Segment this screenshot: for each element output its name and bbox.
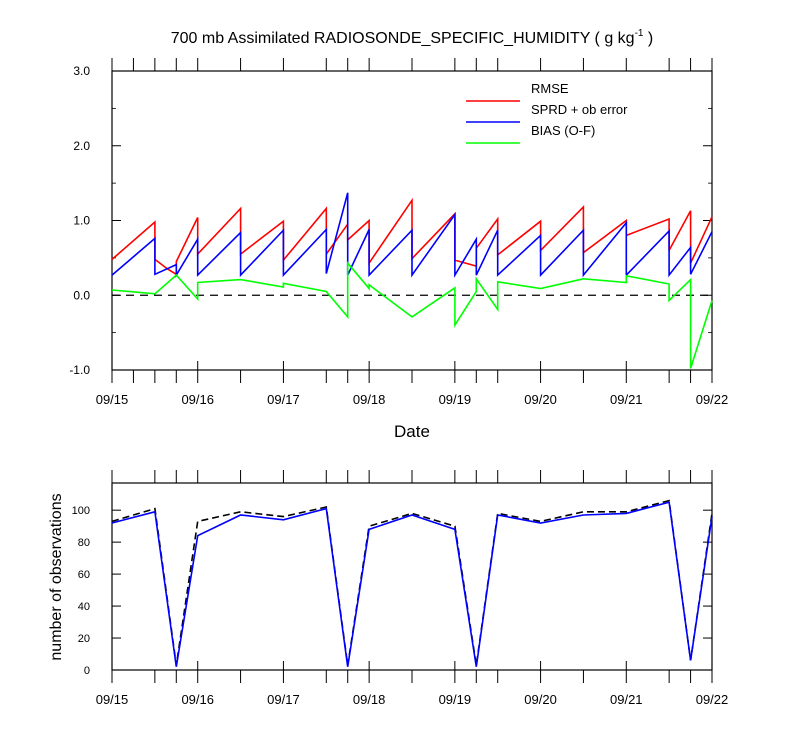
series-line-rmse xyxy=(111,197,713,276)
legend-label: BIAS (O-F) xyxy=(531,123,595,138)
y-tick-label: 0.0 xyxy=(73,288,90,302)
x-tick-label: 09/17 xyxy=(267,392,300,407)
chart-title-superscript: -1 xyxy=(635,28,644,39)
x-tick-label: 09/21 xyxy=(610,392,643,407)
upper-panel: -1.0 0.0 1.0 2.0 3.0 09/15 09/16 09/17 09/18 09/1… xyxy=(69,58,728,407)
series-line-bias-o-f xyxy=(111,260,713,369)
y-tick-label: 100 xyxy=(72,505,90,517)
y-tick-label: 3.0 xyxy=(73,64,90,78)
x-tick-label: 09/15 xyxy=(96,692,129,707)
x-tick-label: 09/22 xyxy=(696,692,729,707)
series-line-total-observations xyxy=(111,499,713,666)
y-tick-label: 40 xyxy=(78,601,90,613)
x-tick-label: 09/19 xyxy=(439,392,472,407)
x-tick-label: 09/21 xyxy=(610,692,643,707)
series-line-assimilated-observations xyxy=(111,501,713,667)
x-tick-label: 09/20 xyxy=(524,392,557,407)
chart-title-main: 700 mb Assimilated RADIOSONDE_SPECIFIC_H… xyxy=(171,30,635,47)
x-tick-label: 09/20 xyxy=(524,692,557,707)
x-tick-label: 09/17 xyxy=(267,692,300,707)
chart-title-tail: ) xyxy=(643,30,653,47)
y-tick-label: -1.0 xyxy=(69,363,90,377)
y-tick-label: 0 xyxy=(84,665,90,677)
y-tick-label: 80 xyxy=(78,537,90,549)
y-tick-label: 2.0 xyxy=(73,139,90,153)
y-tick-label: 20 xyxy=(78,633,90,645)
x-tick-label: 09/16 xyxy=(181,692,214,707)
legend-label: RMSE xyxy=(531,81,569,96)
x-tick-label: 09/15 xyxy=(96,392,129,407)
y-tick-label: 1.0 xyxy=(73,214,90,228)
legend-label: SPRD + ob error xyxy=(531,102,628,117)
legend: RMSE SPRD + ob error BIAS (O-F) xyxy=(466,81,628,144)
x-axis-label: Date xyxy=(394,422,430,441)
x-tick-label: 09/18 xyxy=(353,392,386,407)
x-tick-label: 09/16 xyxy=(181,392,214,407)
chart-title: 700 mb Assimilated RADIOSONDE_SPECIFIC_H… xyxy=(171,28,654,47)
series-line-sprd-ob-error xyxy=(111,192,713,279)
lower-panel: 0 20 40 60 80 100 09/15 09/16 09/17 09/18 09/19 09/… xyxy=(72,470,729,707)
x-tick-label: 09/19 xyxy=(439,692,472,707)
y-tick-label: 60 xyxy=(78,569,90,581)
x-tick-label: 09/18 xyxy=(353,692,386,707)
y-axis-label: number of observations xyxy=(48,493,65,660)
x-tick-label: 09/22 xyxy=(696,392,729,407)
